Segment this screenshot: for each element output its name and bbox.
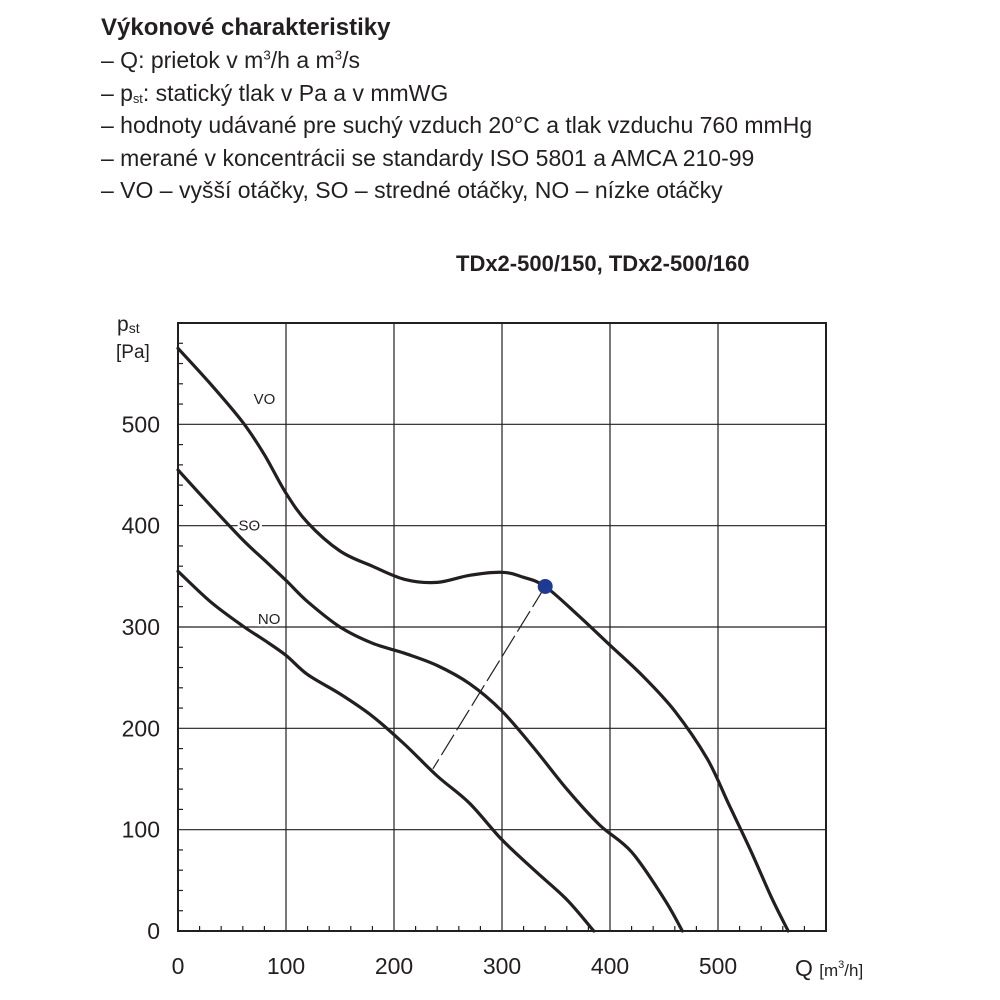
- x-tick-label: 400: [591, 953, 629, 979]
- y-tick-label: 500: [122, 411, 160, 437]
- x-tick-label: 100: [267, 953, 305, 979]
- legend-notes: Výkonové charakteristiky – Q: prietok v …: [101, 12, 812, 207]
- note-pressure: – pst: statický tlak v Pa a v mmWG: [101, 79, 449, 106]
- series-line-so: [176, 468, 684, 933]
- axis-minor-ticks: [178, 342, 806, 931]
- series-label-no: NO: [258, 611, 281, 628]
- note-standards: – merané v koncentrácii se standardy ISO…: [101, 144, 755, 171]
- plot-frame: [177, 322, 827, 932]
- note-flow: – Q: prietok v m3/h a m3/s: [101, 47, 360, 73]
- notes-title: Výkonové charakteristiky: [101, 14, 391, 41]
- chart-title: TDx2-500/150, TDx2-500/160: [456, 251, 750, 276]
- series-line-vo: [176, 346, 790, 933]
- y-axis-unit: [Pa]: [116, 342, 150, 363]
- y-tick-label: 0: [147, 918, 160, 944]
- y-tick-label: 300: [122, 614, 160, 640]
- y-axis-label: pst: [117, 313, 140, 336]
- x-tick-label: 500: [699, 953, 737, 979]
- note-conditions: – hodnoty udávané pre suchý vzduch 20°C …: [101, 112, 813, 138]
- chart-grid: [178, 323, 826, 931]
- x-tick-label: 200: [375, 953, 413, 979]
- chart-markers: [432, 578, 553, 770]
- series-line-no: [176, 569, 596, 933]
- y-tick-labels: 0 100 200 300 400 500: [122, 411, 160, 944]
- chart-series: VO SO NO: [176, 346, 790, 933]
- y-tick-label: 100: [122, 817, 160, 843]
- y-tick-label: 200: [122, 715, 160, 741]
- efficiency-dashed-line: [432, 586, 546, 770]
- series-label-so: SO: [238, 518, 260, 535]
- note-speeds: – VO – vyšší otáčky, SO – stredné otáčky…: [101, 177, 723, 203]
- x-tick-label: 0: [172, 953, 185, 979]
- x-tick-labels: 0 100 200 300 400 500: [172, 953, 738, 979]
- x-axis-label: Q [m3/h]: [795, 955, 863, 981]
- series-label-vo: VO: [254, 391, 276, 408]
- y-tick-label: 400: [122, 513, 160, 539]
- x-tick-label: 300: [483, 953, 521, 979]
- operating-point-marker: [537, 578, 553, 594]
